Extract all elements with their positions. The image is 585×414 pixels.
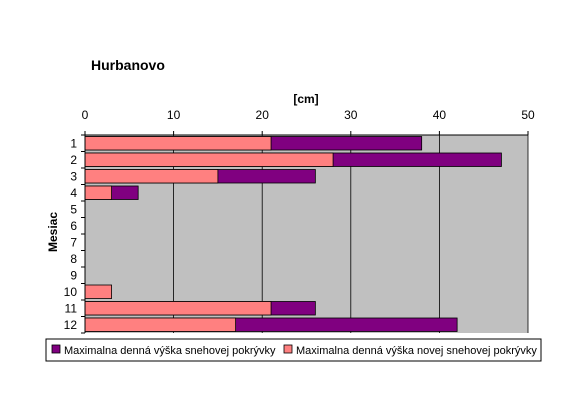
gridlines bbox=[173, 135, 529, 333]
chart-title: Hurbanovo bbox=[91, 57, 165, 73]
bar-new-snow-11 bbox=[84, 301, 272, 316]
x-tick-labels: 0 10 20 30 40 50 bbox=[82, 108, 535, 122]
x-tick-label-50: 50 bbox=[521, 108, 535, 122]
legend-box bbox=[45, 338, 542, 362]
x-tick-label-10: 10 bbox=[167, 108, 181, 122]
bar-new-snow-12 bbox=[84, 317, 237, 332]
x-tick-label-20: 20 bbox=[256, 108, 270, 122]
y-tick-label-10: 10 bbox=[64, 285, 78, 299]
y-tick-label-11: 11 bbox=[65, 301, 78, 315]
legend: Maximalna denná výška snehovej pokrývky … bbox=[45, 338, 542, 362]
y-tick-label-7: 7 bbox=[70, 235, 77, 249]
bar-new-snow-10 bbox=[84, 284, 112, 299]
y-tick-label-2: 2 bbox=[70, 153, 77, 167]
y-tick-label-3: 3 bbox=[70, 169, 77, 183]
y-tick-label-8: 8 bbox=[70, 252, 77, 266]
legend-swatch-snow-cover bbox=[51, 344, 61, 354]
x-tick-label-0: 0 bbox=[82, 108, 89, 122]
x-tick-label-40: 40 bbox=[433, 108, 447, 122]
y-tick-label-4: 4 bbox=[70, 186, 77, 200]
y-tick-label-1: 1 bbox=[70, 136, 77, 150]
axes bbox=[81, 131, 529, 334]
y-axis-label: Mesiac bbox=[46, 212, 60, 252]
bar-new-snow-3 bbox=[84, 169, 219, 184]
bar-new-snow-2 bbox=[84, 152, 334, 167]
legend-label-snow-cover: Maximalna denná výška snehovej pokrývky bbox=[64, 345, 276, 357]
legend-label-new-snow: Maximalna denná výška novej snehovej pok… bbox=[296, 345, 537, 357]
bar-new-snow-4 bbox=[84, 185, 112, 200]
plot-area bbox=[85, 135, 528, 333]
x-tick-label-30: 30 bbox=[344, 108, 358, 122]
bars bbox=[84, 136, 502, 332]
y-tick-label-5: 5 bbox=[70, 202, 77, 216]
y-tick-label-12: 12 bbox=[64, 318, 78, 332]
x-axis-label: [cm] bbox=[293, 92, 318, 106]
bar-new-snow-1 bbox=[84, 136, 272, 151]
legend-swatch-new-snow bbox=[283, 344, 293, 354]
y-tick-label-9: 9 bbox=[70, 268, 77, 282]
y-tick-label-6: 6 bbox=[70, 219, 77, 233]
